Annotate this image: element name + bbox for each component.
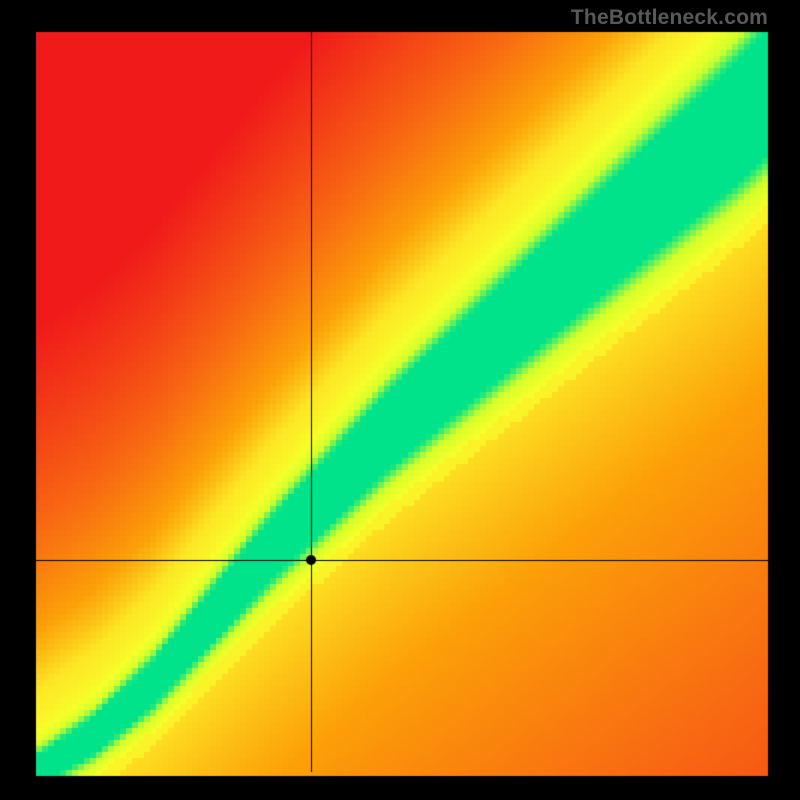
heatmap-canvas <box>0 0 800 800</box>
watermark-text: TheBottleneck.com <box>571 6 768 30</box>
chart-stage: TheBottleneck.com <box>0 0 800 800</box>
